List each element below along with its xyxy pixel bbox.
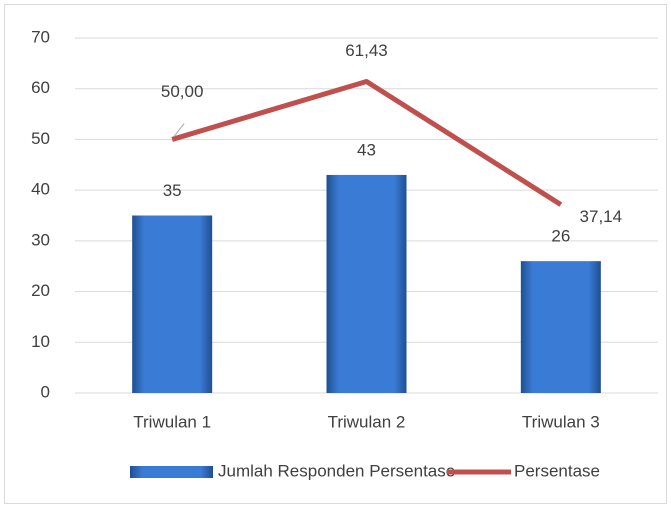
line [171, 78, 563, 207]
line-value-label: 50,00 [161, 82, 204, 101]
bar-value-label: 35 [163, 181, 182, 200]
bar [132, 215, 213, 393]
y-tick-label: 60 [31, 78, 50, 97]
legend-swatch [130, 466, 213, 478]
y-tick-label: 0 [41, 382, 50, 401]
x-tick-label: Triwulan 3 [522, 412, 600, 431]
y-tick-label: 50 [31, 129, 50, 148]
legend-label: Persentase [514, 461, 600, 480]
leader-line [173, 123, 185, 137]
bar-value-label: 26 [551, 227, 570, 246]
bar [326, 174, 407, 393]
bar-value-label: 43 [357, 140, 376, 159]
legend-label: Jumlah Responden Persentase [218, 461, 455, 480]
line-value-label: 61,43 [345, 41, 388, 60]
y-tick-label: 30 [31, 230, 50, 249]
x-tick-label: Triwulan 1 [133, 412, 211, 431]
y-tick-label: 70 [31, 27, 50, 46]
y-tick-label: 20 [31, 281, 50, 300]
y-tick-label: 10 [31, 332, 50, 351]
line-value-label: 37,14 [580, 207, 623, 226]
y-tick-label: 40 [31, 180, 50, 199]
bar [520, 261, 601, 393]
x-tick-label: Triwulan 2 [328, 412, 406, 431]
